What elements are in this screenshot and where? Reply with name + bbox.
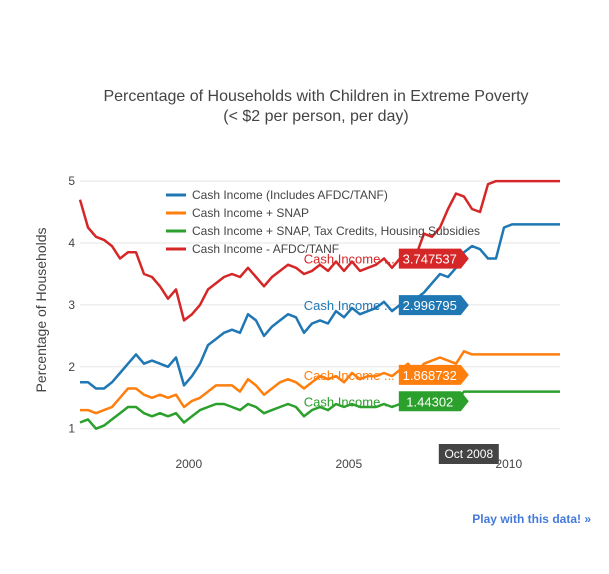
hover-series-name: Cash Income ... [304, 298, 395, 313]
y-tick-label: 3 [68, 298, 75, 312]
x-axis-ticks: 2000 2005 2010 [175, 457, 522, 471]
y-tick-label: 2 [68, 360, 75, 374]
x-tick-label: 2000 [175, 457, 202, 471]
x-hover-label: Oct 2008 [444, 447, 493, 461]
hover-series-name: Cash Income ... [304, 368, 395, 383]
hover-series-name: Cash Income ... [304, 252, 395, 267]
y-tick-label: 5 [68, 174, 75, 188]
y-tick-label: 4 [68, 236, 75, 250]
hover-value: 1.868732 [403, 368, 457, 383]
series-line-3[interactable] [78, 179, 560, 322]
hover-value-box [398, 295, 469, 316]
hover-tooltips: Oct 2008 3.747537 Cash Income ... 2.996795 C… [304, 248, 499, 464]
hover-series-name: Cash Income ... [304, 394, 395, 409]
legend[interactable]: Cash Income (Includes AFDC/TANF) Cash Inc… [166, 188, 480, 256]
y-axis-title: Percentage of Households [33, 228, 49, 393]
x-tick-label: 2005 [335, 457, 362, 471]
series-line-2[interactable] [79, 390, 560, 430]
hover-value-box [398, 391, 469, 412]
legend-item-0[interactable]: Cash Income (Includes AFDC/TANF) [166, 188, 388, 202]
hover-value: 1.44302 [406, 394, 453, 409]
hover-value: 3.747537 [403, 252, 457, 267]
series-line-0[interactable] [80, 223, 560, 390]
hover-value-box [398, 364, 469, 385]
legend-item-1[interactable]: Cash Income + SNAP [166, 206, 309, 220]
chart-title-line-2: (< $2 per person, per day) [223, 108, 408, 125]
series-line-1[interactable] [80, 350, 560, 415]
plot-lines[interactable] [78, 179, 560, 430]
x-tick-label: 2010 [495, 457, 522, 471]
legend-label: Cash Income + SNAP [192, 206, 309, 220]
legend-label: Cash Income + SNAP, Tax Credits, Housing… [192, 224, 480, 238]
play-with-data-link[interactable]: Play with this data! » [472, 512, 591, 526]
gridlines [80, 180, 560, 430]
hover-value-box [398, 248, 469, 269]
chart-title: Percentage of Households with Children i… [103, 88, 528, 125]
legend-label: Cash Income - AFDC/TANF [192, 242, 339, 256]
y-axis-ticks: 1 2 3 4 5 [68, 174, 75, 436]
hover-value: 2.996795 [403, 298, 457, 313]
legend-label: Cash Income (Includes AFDC/TANF) [192, 188, 388, 202]
legend-item-3[interactable]: Cash Income - AFDC/TANF [166, 242, 339, 256]
x-hover-label-box [438, 444, 499, 464]
y-tick-label: 1 [68, 422, 75, 436]
chart-title-line-1: Percentage of Households with Children i… [103, 88, 528, 105]
legend-item-2[interactable]: Cash Income + SNAP, Tax Credits, Housing… [166, 224, 480, 238]
